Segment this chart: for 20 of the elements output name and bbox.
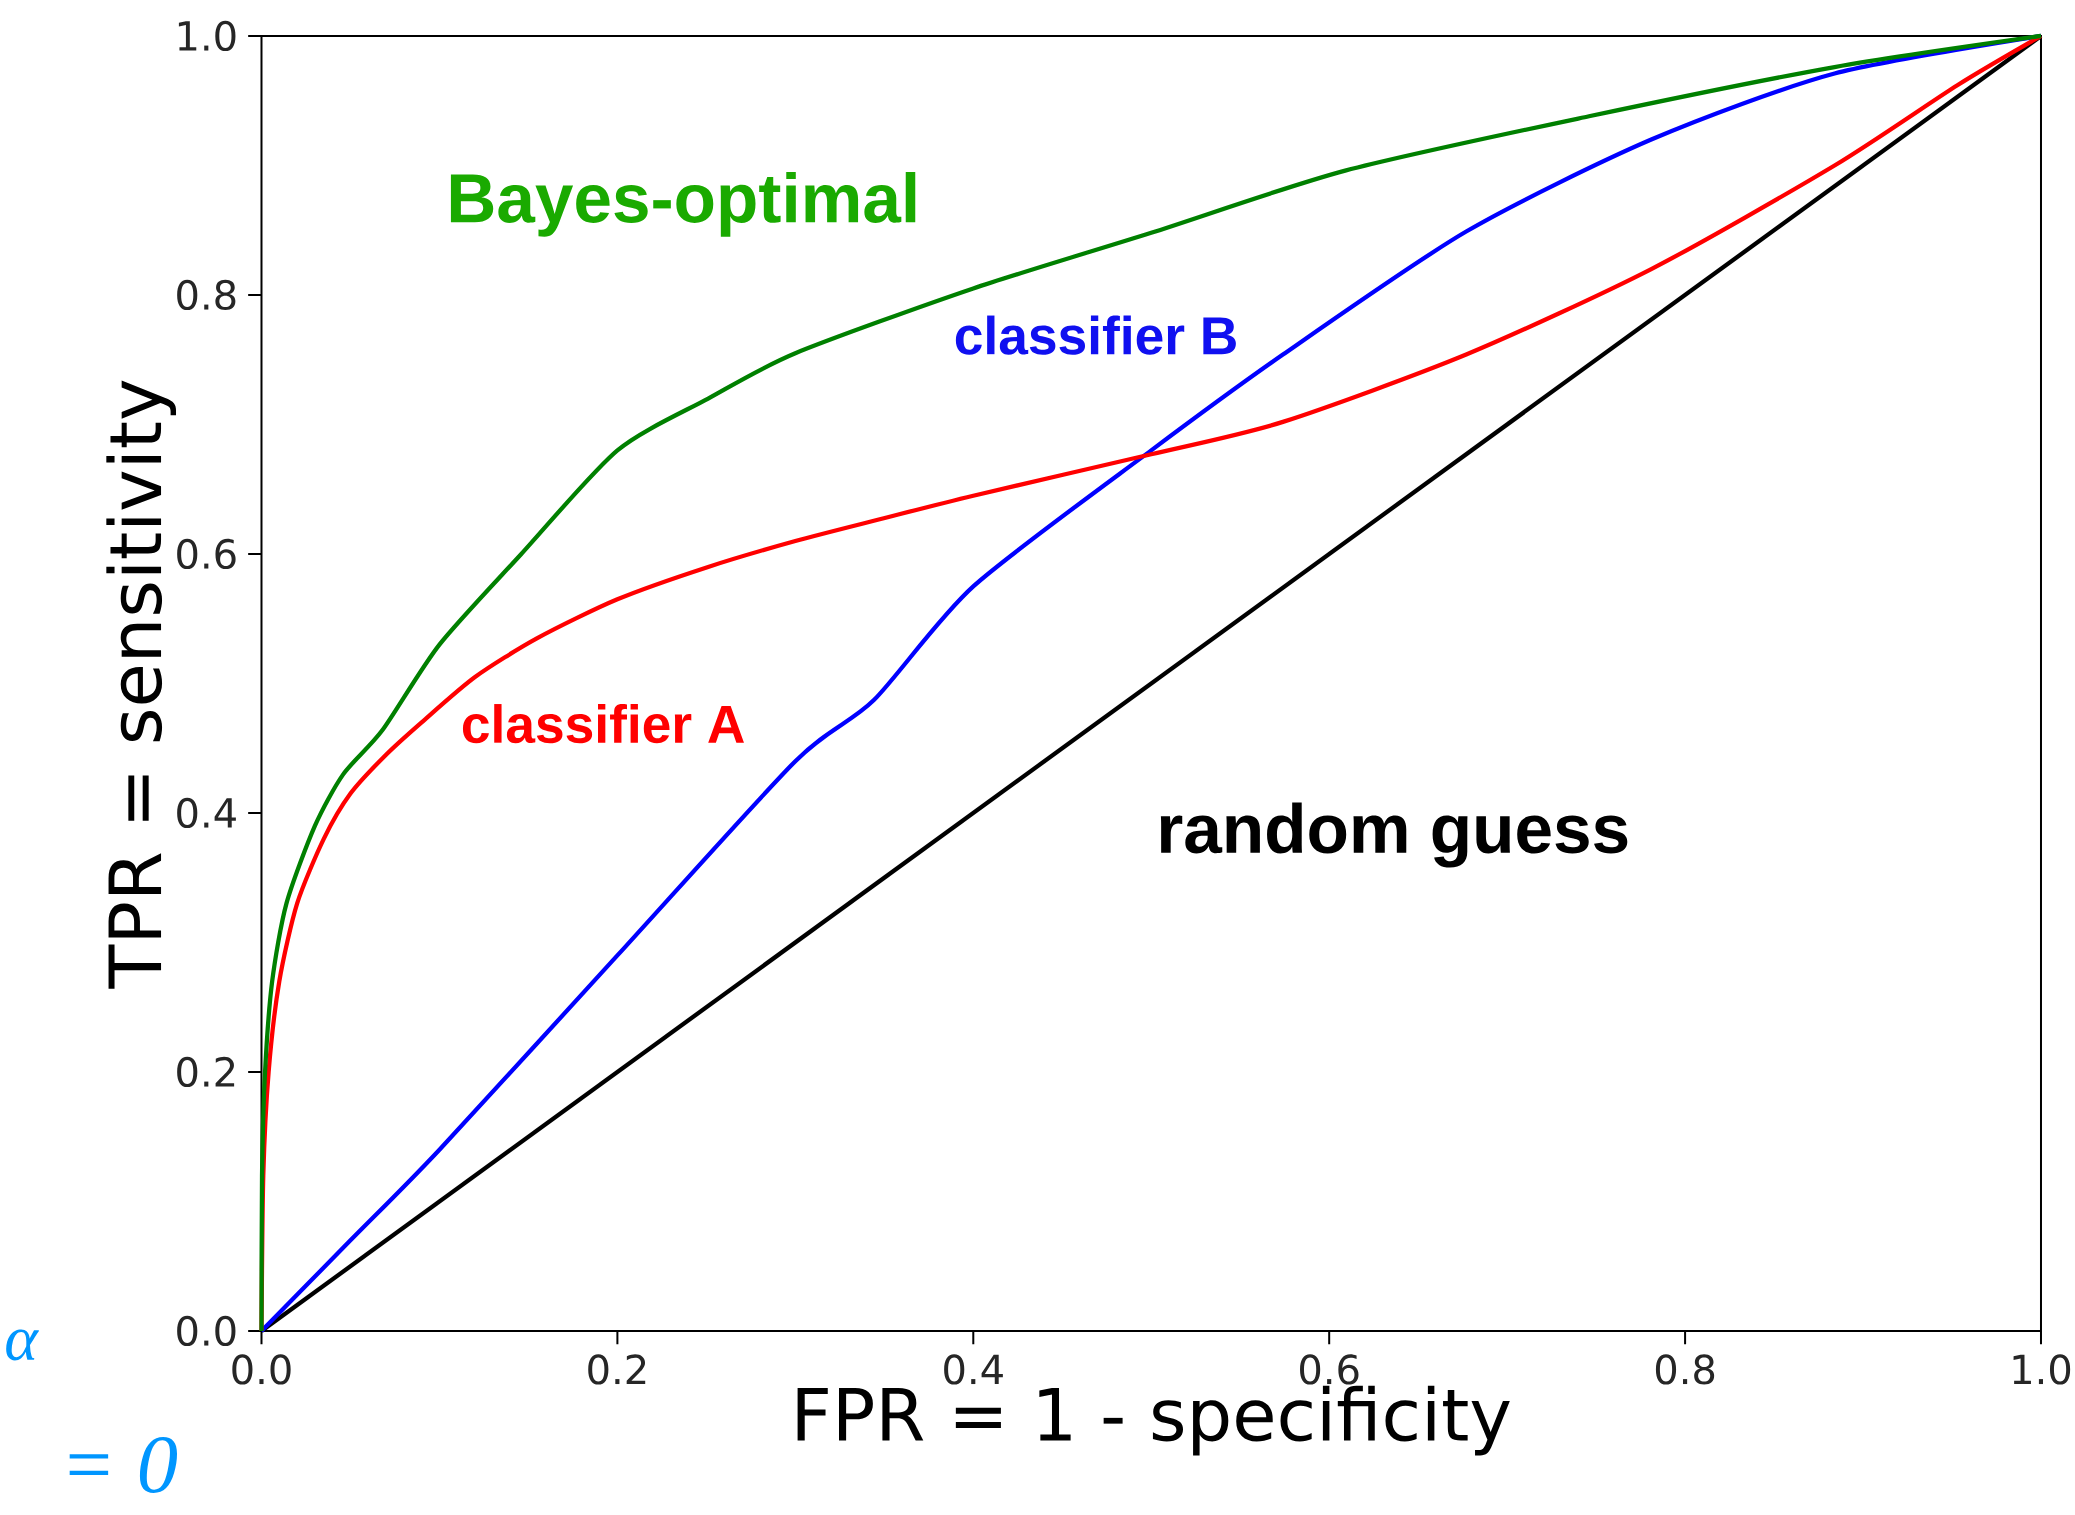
x-tick-label: 0.0 bbox=[232, 1354, 291, 1385]
text: = 0 bbox=[69, 1437, 178, 1493]
y-tick-label: 1.0 bbox=[178, 20, 236, 52]
y-tick-label: 0.6 bbox=[177, 538, 236, 570]
series-label: classifier A bbox=[462, 704, 744, 744]
x-tick-label: 0.2 bbox=[588, 1354, 646, 1385]
y-tick-label: 0.8 bbox=[177, 279, 236, 311]
x-tick-label: 1.0 bbox=[2013, 1354, 2071, 1385]
x-tick-label: 0.6 bbox=[1300, 1354, 1359, 1385]
series-label: Bayes-optimal bbox=[450, 172, 916, 237]
text: α bbox=[6, 1329, 39, 1361]
y-tick-label: 0.4 bbox=[177, 797, 236, 829]
y-axis-title: TPR = sensitivity bbox=[106, 380, 177, 989]
series-label: classifier B bbox=[955, 315, 1236, 355]
series-label: random guess bbox=[1160, 802, 1628, 868]
x-tick-label: 0.4 bbox=[944, 1354, 1003, 1385]
y-tick-label: 0.2 bbox=[177, 1056, 235, 1088]
x-axis-title: FPR = 1 - specificity bbox=[797, 1385, 1510, 1456]
y-tick-label: 0.0 bbox=[177, 1315, 236, 1347]
x-tick-label: 0.8 bbox=[1655, 1354, 1715, 1385]
